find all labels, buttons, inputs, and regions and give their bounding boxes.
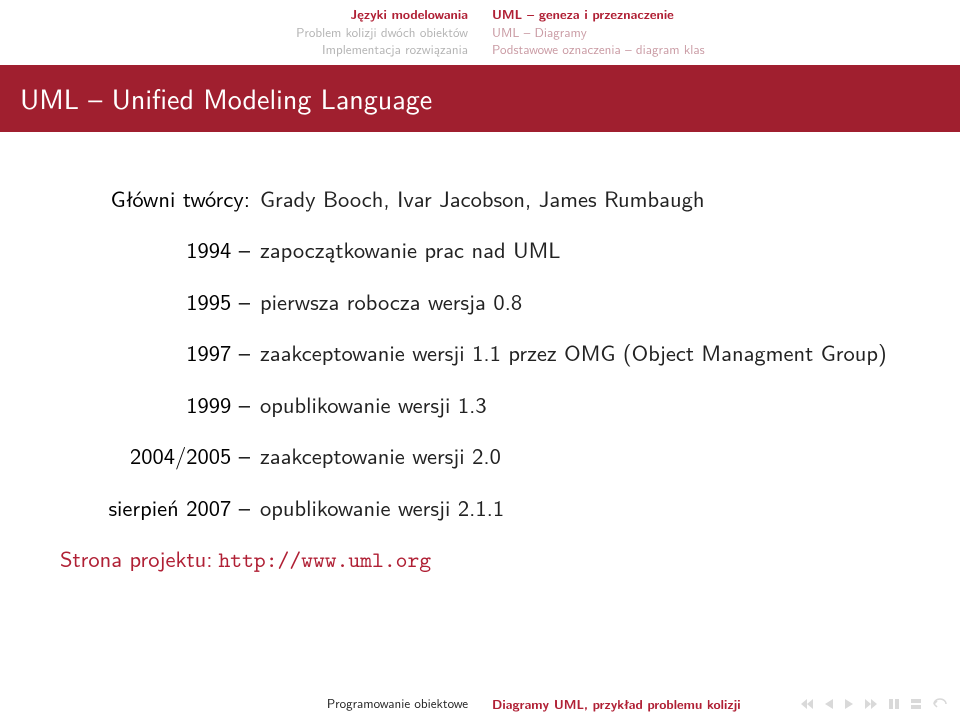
desc: zapoczątkowanie prac nad UML bbox=[260, 233, 900, 265]
footer-left: Programowanie obiektowe bbox=[0, 694, 480, 713]
desc: zaakceptowanie wersji 2.0 bbox=[260, 439, 900, 471]
list-item: 1995 – pierwsza robocza wersja 0.8 bbox=[60, 285, 900, 317]
prev-slide-icon[interactable] bbox=[824, 698, 834, 710]
term: 1999 – bbox=[60, 388, 260, 420]
nav-left-item[interactable]: Implementacja rozwiązania bbox=[0, 41, 468, 59]
desc: pierwsza robocza wersja 0.8 bbox=[260, 285, 900, 317]
slide-title: UML – Unified Modeling Language bbox=[20, 77, 432, 118]
next-section-icon[interactable] bbox=[910, 698, 922, 710]
list-item: 1999 – opublikowanie wersji 1.3 bbox=[60, 388, 900, 420]
title-bar: UML – Unified Modeling Language bbox=[0, 65, 960, 132]
last-slide-icon[interactable] bbox=[864, 698, 878, 710]
project-label: Strona projektu: bbox=[60, 542, 218, 577]
nav-left-item[interactable]: Problem kolizji dwóch obiektów bbox=[0, 24, 468, 42]
nav-left-item[interactable]: Języki modelowania bbox=[0, 5, 468, 24]
prev-section-icon[interactable] bbox=[888, 698, 900, 710]
header-nav: Języki modelowania Problem kolizji dwóch… bbox=[0, 5, 960, 59]
nav-right-item[interactable]: Podstawowe oznaczenia – diagram klas bbox=[492, 41, 960, 59]
term: 1997 – bbox=[60, 336, 260, 368]
term: sierpień 2007 – bbox=[60, 491, 260, 523]
list-item: 2004/2005 – zaakceptowanie wersji 2.0 bbox=[60, 439, 900, 471]
content: Główni twórcy: Grady Booch, Ivar Jacobso… bbox=[0, 132, 960, 577]
desc: zaakceptowanie wersji 1.1 przez OMG (Obj… bbox=[260, 336, 900, 368]
back-icon[interactable] bbox=[932, 698, 948, 710]
list-item: sierpień 2007 – opublikowanie wersji 2.1… bbox=[60, 491, 900, 523]
project-line: Strona projektu: http://www.uml.org bbox=[60, 542, 900, 577]
list-item: 1994 – zapoczątkowanie prac nad UML bbox=[60, 233, 900, 265]
term: 1994 – bbox=[60, 233, 260, 265]
nav-right-col: UML – geneza i przeznaczenie UML – Diagr… bbox=[480, 5, 960, 59]
list-item: Główni twórcy: Grady Booch, Ivar Jacobso… bbox=[60, 182, 900, 214]
term: 1995 – bbox=[60, 285, 260, 317]
header: Języki modelowania Problem kolizji dwóch… bbox=[0, 0, 960, 132]
list-item: 1997 – zaakceptowanie wersji 1.1 przez O… bbox=[60, 336, 900, 368]
term: Główni twórcy: bbox=[60, 182, 260, 214]
nav-right-item[interactable]: UML – geneza i przeznaczenie bbox=[492, 5, 960, 24]
nav-icons bbox=[800, 698, 948, 710]
first-slide-icon[interactable] bbox=[800, 698, 814, 710]
slide: Języki modelowania Problem kolizji dwóch… bbox=[0, 0, 960, 720]
term: 2004/2005 – bbox=[60, 439, 260, 471]
nav-left-col: Języki modelowania Problem kolizji dwóch… bbox=[0, 5, 480, 59]
next-slide-icon[interactable] bbox=[844, 698, 854, 710]
nav-right-item[interactable]: UML – Diagramy bbox=[492, 24, 960, 42]
desc: opublikowanie wersji 2.1.1 bbox=[260, 491, 900, 523]
desc: Grady Booch, Ivar Jacobson, James Rumbau… bbox=[260, 182, 900, 214]
desc: opublikowanie wersji 1.3 bbox=[260, 388, 900, 420]
project-url[interactable]: http://www.uml.org bbox=[218, 542, 900, 577]
